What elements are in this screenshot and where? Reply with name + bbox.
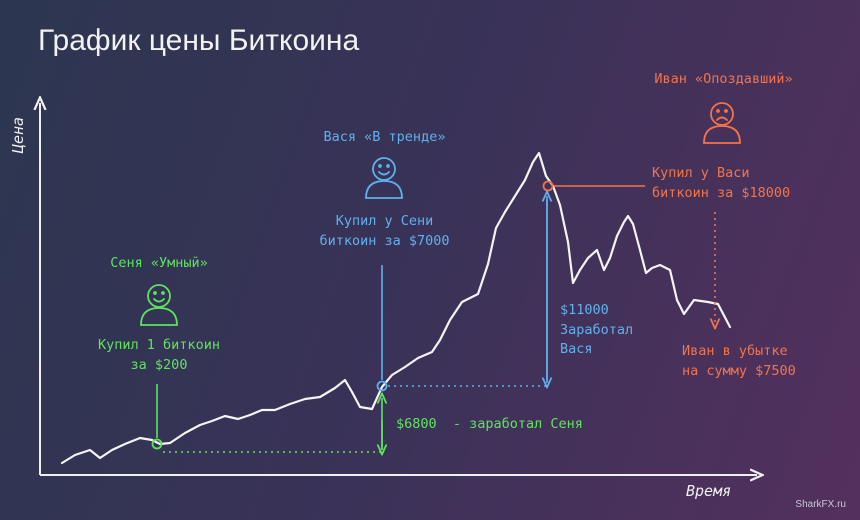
senya-buy-point	[151, 438, 163, 450]
vasya-note-line2: биткоин за $7000	[319, 232, 450, 249]
ivan-avatar	[703, 102, 741, 144]
senya-note-line2: за $200	[130, 356, 188, 373]
senya-note-line1: Купил 1 биткоин	[98, 337, 220, 353]
vasya-profit-line1: $11000	[560, 302, 609, 318]
senya-note: Купил 1 биткоин за $200	[84, 336, 234, 375]
ivan-name: Иван «Опоздавший»	[654, 71, 793, 87]
vasya-profit-line3: Вася	[560, 341, 593, 358]
chart-title: График цены Биткоина	[38, 24, 360, 57]
vasya-name: Вася «В тренде»	[323, 129, 446, 145]
vasya-avatar	[365, 157, 403, 199]
ivan-loss-line1: Иван в убытке	[682, 343, 788, 359]
ivan-note-line1: Купил у Васи	[652, 165, 750, 181]
vasya-profit-line2: Заработал	[560, 321, 634, 338]
senya-profit-label: $6800 - заработал Сеня	[396, 416, 583, 432]
ivan-loss-line2: на сумму $7500	[682, 362, 796, 379]
ivan-loss-label: Иван в убытке на сумму $7500	[682, 342, 796, 381]
price-line	[60, 151, 732, 465]
ivan-buy-point	[542, 180, 554, 192]
ivan-note-line2: биткоин за $18000	[652, 184, 791, 201]
vasya-note: Купил у Сени биткоин за $7000	[302, 212, 467, 251]
senya-avatar	[140, 284, 178, 326]
x-axis-label: Время	[686, 482, 732, 500]
ivan-note: Купил у Васи биткоин за $18000	[652, 164, 790, 203]
watermark: SharkFX.ru	[795, 499, 846, 510]
vasya-profit-label: $11000 Заработал Вася	[560, 301, 633, 360]
vasya-buy-point	[376, 380, 388, 392]
senya-name: Сеня «Умный»	[110, 255, 208, 271]
vasya-note-line1: Купил у Сени	[335, 213, 434, 229]
y-axis-label: Цена	[9, 116, 28, 154]
